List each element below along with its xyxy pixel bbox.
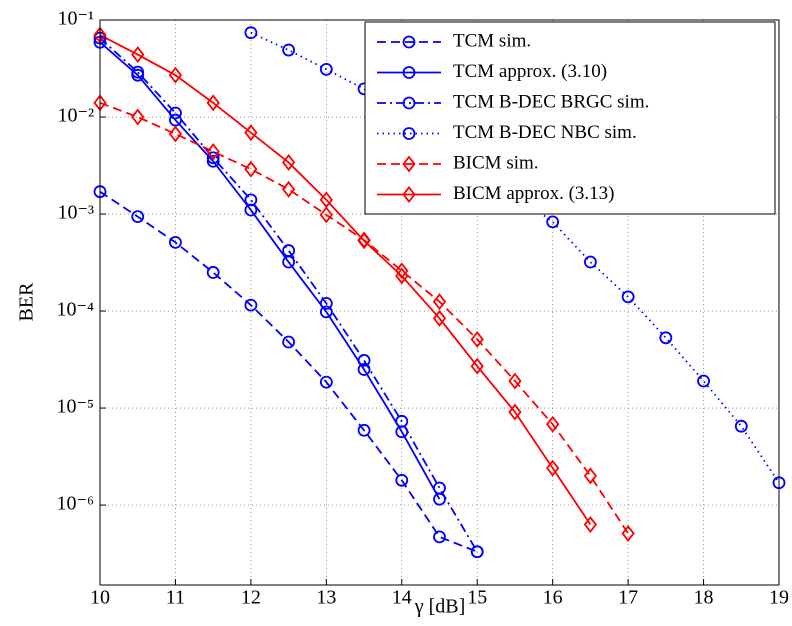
marker (583, 467, 598, 485)
legend-marker (402, 35, 416, 49)
marker (319, 375, 333, 389)
legend-box (364, 21, 776, 215)
legend: TCM sim. TCM approx. (3.10) TCM B-DEC BRGC… (364, 21, 776, 215)
legend-marker (402, 96, 416, 110)
x-tick-label: 10 (90, 587, 110, 609)
series-line (100, 34, 592, 526)
marker (621, 524, 635, 542)
marker (206, 143, 220, 161)
y-tick-label: 10⁻⁵ (56, 396, 94, 418)
marker (244, 124, 258, 142)
marker (357, 423, 371, 437)
marker (169, 235, 182, 249)
marker (319, 296, 333, 310)
marker (244, 298, 258, 312)
marker (319, 206, 333, 224)
y-tick-label: 10⁻² (57, 105, 94, 127)
marker (395, 473, 409, 487)
marker (357, 363, 371, 376)
marker (282, 43, 296, 57)
marker (281, 154, 296, 171)
legend-label: BICM approx. (3.13) (453, 183, 614, 204)
marker (131, 210, 145, 224)
marker (546, 459, 560, 477)
x-tick-label: 18 (694, 587, 714, 609)
marker (432, 293, 447, 311)
marker (282, 244, 296, 257)
y-tick-label: 10⁻¹ (57, 8, 94, 30)
x-tick-label: 19 (769, 587, 789, 609)
marker (583, 516, 598, 533)
plot-frame (99, 19, 780, 586)
marker (168, 66, 183, 84)
marker (395, 414, 409, 428)
marker (206, 266, 220, 279)
marker (206, 154, 220, 168)
x-tick-label: 16 (543, 587, 563, 609)
marker (206, 94, 220, 112)
marker (282, 335, 296, 349)
marker (433, 481, 446, 495)
marker (244, 26, 258, 40)
marker (508, 372, 522, 390)
marker (395, 267, 409, 285)
series-line (100, 190, 478, 553)
marker (131, 46, 145, 64)
marker (734, 419, 748, 433)
marker (319, 305, 333, 319)
legend-label: TCM B-DEC BRGC sim. (453, 91, 649, 112)
legend-marker (402, 155, 416, 173)
legend-label: TCM approx. (3.10) (453, 61, 607, 82)
x-tick-label: 15 (467, 587, 487, 609)
x-axis-label: γ [dB] (414, 596, 466, 618)
series-line (100, 41, 441, 500)
marker (433, 530, 446, 544)
x-tick-label: 14 (392, 587, 412, 609)
marker (357, 232, 371, 250)
marker (206, 151, 220, 165)
marker (470, 330, 484, 348)
marker (697, 374, 710, 388)
marker (395, 262, 409, 280)
y-tick-label: 10⁻³ (57, 202, 94, 224)
marker (131, 108, 145, 126)
axes: 10 11 12 13 14 15 16 17 18 19 10⁻¹ 10⁻² 10⁻³ 10⁻⁴ 10⁻⁵… (56, 8, 789, 609)
y-tick-label: 10⁻⁶ (56, 493, 94, 515)
marker (244, 193, 258, 207)
y-tick-label: 10⁻⁴ (56, 299, 94, 321)
marker (470, 545, 484, 559)
legend-label: TCM sim. (453, 30, 531, 51)
marker (319, 62, 333, 76)
marker (131, 65, 145, 79)
marker (621, 290, 635, 304)
marker (281, 180, 296, 198)
marker (432, 309, 447, 327)
legend-label: TCM B-DEC NBC sim. (453, 122, 637, 143)
marker (546, 215, 560, 229)
marker (546, 415, 560, 433)
x-tick-label: 11 (166, 587, 185, 609)
marker (168, 125, 183, 143)
markers (93, 26, 786, 559)
series-lines (100, 31, 779, 553)
marker (659, 331, 673, 345)
marker (169, 106, 182, 120)
legend-label: BICM sim. (453, 152, 539, 173)
marker (470, 357, 484, 375)
legend-marker (402, 127, 416, 140)
marker (583, 255, 597, 269)
series-line (100, 37, 478, 553)
y-axis-label: BER (16, 282, 38, 322)
marker (319, 191, 333, 209)
marker (244, 160, 258, 178)
legend-marker (402, 186, 416, 203)
marker (508, 403, 522, 421)
x-tick-label: 12 (241, 587, 261, 609)
marker (357, 353, 371, 367)
x-tick-label: 13 (316, 587, 336, 609)
x-tick-label: 17 (618, 587, 638, 609)
legend-marker (402, 66, 416, 79)
